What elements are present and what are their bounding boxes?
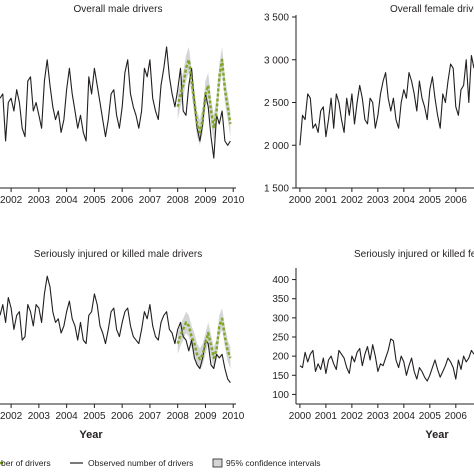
y-tick-label: 250 [272, 333, 289, 344]
y-tick-label: 3 500 [264, 13, 289, 24]
x-tick-label: 2005 [83, 411, 106, 422]
x-tick-label: 2004 [56, 411, 79, 422]
legend-observed-label: Observed number of drivers [88, 458, 193, 468]
x-tick-label: 2006 [445, 195, 468, 206]
x-tick-label: 2000 [289, 195, 312, 206]
x-tick-label: 2007 [139, 195, 162, 206]
chart-title: Overall male drivers [74, 4, 163, 15]
x-tick-label: 2000 [289, 411, 312, 422]
y-tick-label: 400 [272, 275, 289, 286]
chart-panel-2: Overall female drivers200020012002200320… [264, 4, 474, 206]
chart-title: Seriously injured or killed male drivers [34, 249, 202, 260]
observed-series-line [299, 54, 474, 146]
chart-title: Seriously injured or killed female drive… [354, 249, 474, 260]
x-tick-label: 2002 [0, 411, 23, 422]
x-tick-label: 2005 [419, 195, 442, 206]
x-tick-label: 2008 [167, 411, 190, 422]
x-tick-label: 2009 [194, 195, 217, 206]
legend-band-label: 95% confidence intervals [226, 458, 321, 468]
x-tick-label: 2003 [367, 411, 390, 422]
x-tick-label: 2004 [393, 411, 416, 422]
x-tick-label: 2002 [341, 195, 364, 206]
x-tick-label: 2003 [367, 195, 390, 206]
x-tick-label: 2002 [341, 411, 364, 422]
y-tick-label: 200 [272, 352, 289, 363]
x-tick-label: 2006 [445, 411, 468, 422]
x-tick-label: 2001 [315, 411, 338, 422]
y-tick-label: 2 500 [264, 98, 289, 109]
x-tick-label: 2003 [28, 411, 51, 422]
y-tick-label: 3 000 [264, 55, 289, 66]
x-tick-label: 2006 [111, 195, 134, 206]
x-tick-label: 2005 [419, 411, 442, 422]
legend: ber of drivers Observed number of driver… [0, 458, 321, 468]
x-tick-label: 2010 [222, 195, 245, 206]
x-tick-label: 2004 [56, 195, 79, 206]
x-tick-label: 2009 [194, 411, 217, 422]
legend-band-swatch [212, 458, 223, 468]
observed-series-line [0, 275, 231, 384]
x-axis-label: Year [425, 429, 449, 441]
legend-predicted-label: ber of drivers [1, 458, 51, 468]
x-axis-label: Year [79, 429, 103, 441]
predicted-series-line [176, 317, 232, 361]
x-tick-label: 2004 [393, 195, 416, 206]
x-tick-label: 2005 [83, 195, 106, 206]
y-tick-label: 300 [272, 313, 289, 324]
x-tick-label: 2002 [0, 195, 23, 206]
x-tick-label: 2003 [28, 195, 51, 206]
chart-panel-1: Overall male drivers 2002 2003 2004 2005 2006… [0, 4, 245, 206]
y-tick-label: 350 [272, 294, 289, 305]
chart-panel-4: Seriously injured or killed female drive… [272, 249, 474, 441]
observed-series-line [299, 338, 474, 382]
chart-panel-3: Seriously injured or killed male drivers… [0, 249, 245, 441]
x-tick-label: 2007 [139, 411, 162, 422]
observed-series-line [0, 46, 231, 159]
y-tick-label: 150 [272, 371, 289, 382]
y-tick-label: 1 500 [264, 184, 289, 195]
x-tick-label: 2008 [167, 195, 190, 206]
x-tick-label: 2001 [315, 195, 338, 206]
x-tick-label: 2006 [111, 411, 134, 422]
chart-title: Overall female drivers [390, 4, 474, 15]
x-tick-label: 2010 [222, 411, 245, 422]
y-tick-label: 2 000 [264, 141, 289, 152]
predicted-series-line [176, 58, 232, 134]
y-tick-label: 100 [272, 390, 289, 401]
